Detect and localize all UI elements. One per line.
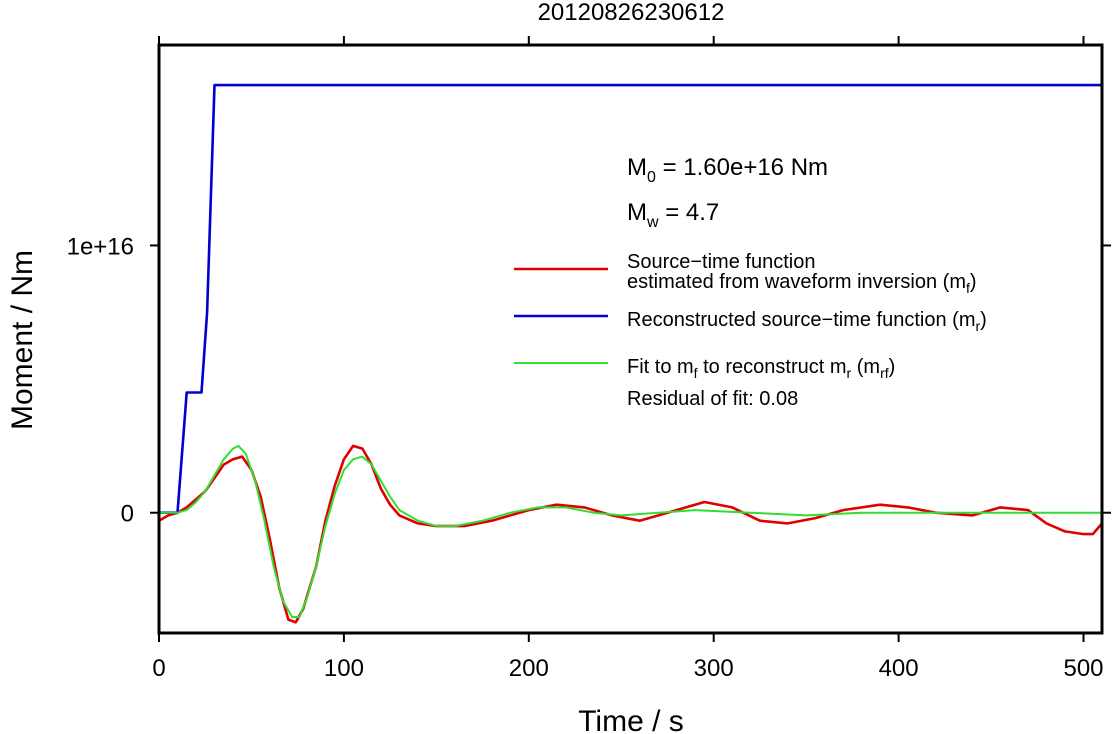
legend-label-red-line2-sub: f <box>966 280 970 296</box>
x-tick-label-200: 200 <box>509 655 549 682</box>
legend-label-red-line1: Source−time function <box>627 251 815 273</box>
legend-label-green-text: Fit to m <box>627 356 694 378</box>
legend-label-green-after2: (m <box>851 356 880 378</box>
x-tick-label-300: 300 <box>694 655 734 682</box>
legend-label-green-sub2: r <box>847 365 852 381</box>
annotation-mw-value: = 4.7 <box>659 199 720 226</box>
series-line-blue <box>159 83 1102 515</box>
legend-label-green-after3: ) <box>889 356 896 378</box>
legend-label-blue-text: Reconstructed source−time function (m <box>627 309 976 331</box>
chart-title: 20120826230612 <box>538 0 725 26</box>
legend-label-blue-sub: r <box>976 318 981 334</box>
legend-label-red-line2-text: estimated from waveform inversion (m <box>627 271 966 293</box>
annotation-mw: Mw = 4.7 <box>627 199 719 231</box>
series-line-red <box>158 444 1103 624</box>
x-tick-label-400: 400 <box>879 655 919 682</box>
annotation-residual: Residual of fit: 0.08 <box>627 388 798 410</box>
x-tick-label-100: 100 <box>324 655 364 682</box>
x-tick-label-500: 500 <box>1063 655 1103 682</box>
annotation-m0-value: = 1.60e+16 Nm <box>656 154 828 181</box>
plot-frame <box>157 43 1104 635</box>
series-line-green <box>159 444 1102 618</box>
y-axis-label: Moment / Nm <box>6 250 39 430</box>
annotation-m0: M0 = 1.60e+16 Nm <box>627 154 828 186</box>
y-tick-label-1e16: 1e+16 <box>67 233 134 260</box>
series-lines <box>158 83 1103 624</box>
legend-label-green-after1: to reconstruct m <box>698 356 847 378</box>
legend-label-green-sub3: rf <box>880 365 889 381</box>
x-tick-label-0: 0 <box>152 655 165 682</box>
legend-label-green: Fit to mf to reconstruct mr (mrf) <box>627 356 895 381</box>
legend-label-blue: Reconstructed source−time function (mr) <box>627 309 987 334</box>
legend-label-green-sub1: f <box>694 365 698 381</box>
legend-label-blue-after: ) <box>980 309 987 331</box>
legend-label-red-line2-after: ) <box>970 271 977 293</box>
annotation-m0-subscript: 0 <box>647 169 656 186</box>
annotations: M0 = 1.60e+16 Nm Mw = 4.7 Residual of fi… <box>627 154 828 410</box>
legend: Source−time function estimated from wave… <box>514 251 987 381</box>
x-ticks: 0 100 200 300 400 500 <box>152 36 1104 682</box>
y-tick-label-0: 0 <box>121 501 134 528</box>
x-axis-label: Time / s <box>578 705 684 734</box>
annotation-m0-symbol: M <box>627 154 647 181</box>
annotation-mw-symbol: M <box>627 199 647 226</box>
annotation-mw-subscript: w <box>646 214 659 231</box>
legend-label-red-line2: estimated from waveform inversion (mf) <box>627 271 977 296</box>
